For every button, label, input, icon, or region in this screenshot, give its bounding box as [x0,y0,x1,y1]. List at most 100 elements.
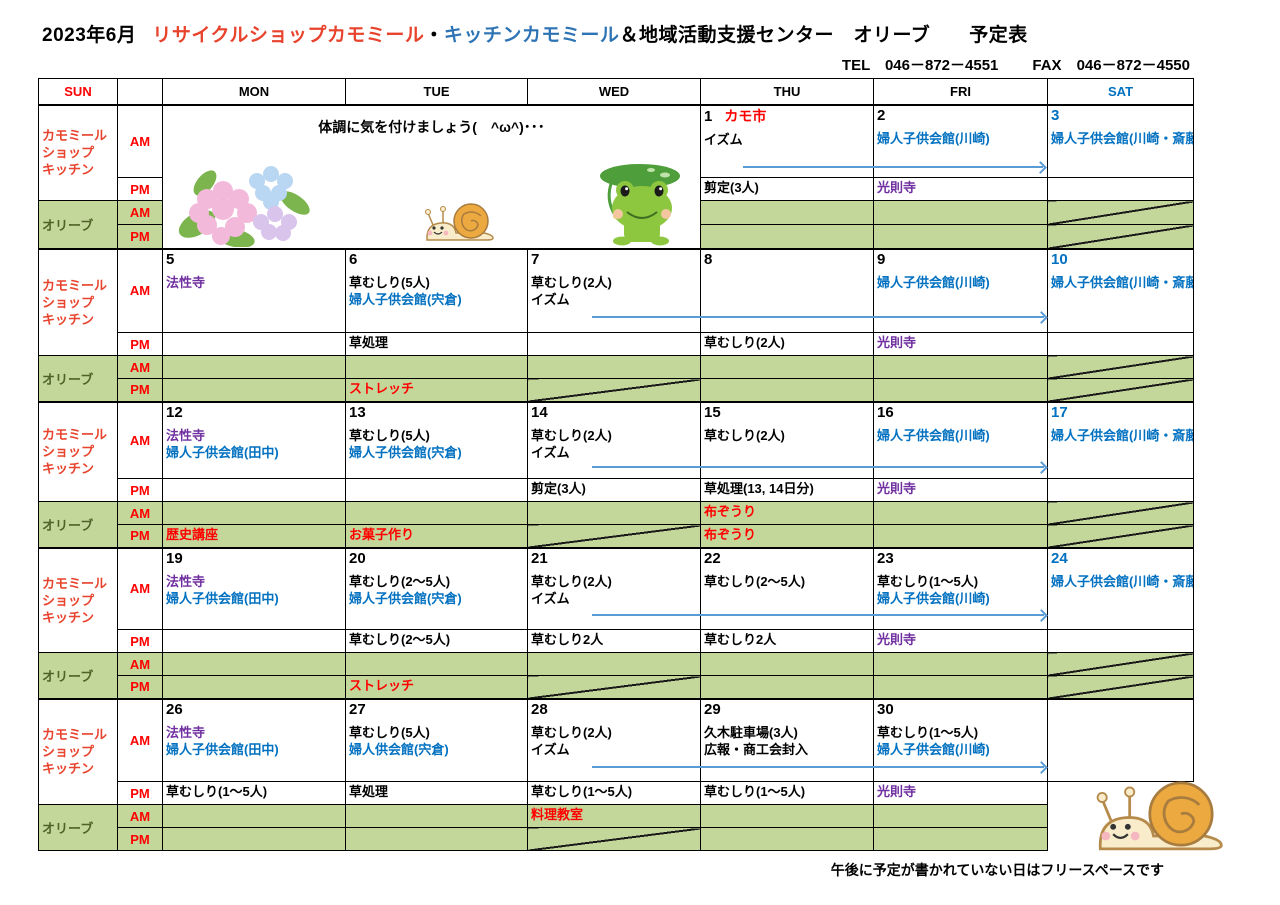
day-19-pm-cell [162,629,346,653]
header-mon: MON [162,78,346,105]
schedule-arrow [592,316,1044,318]
schedule-arrow [592,466,1044,468]
week-pm-row: PM 剪定(3人) 光則寺 [39,177,1194,201]
day-29-pm-cell: 草むしり(1～5人) [700,781,874,805]
olive-am-label: AM [117,804,163,828]
day-17-am-cell: 17 婦人子供会館(川崎・斎藤) [1047,400,1194,479]
day-1-oam-cell [700,200,874,225]
day-28-pm-cell: 草むしり(1～5人) [527,781,701,805]
health-message: 体調に気を付けましょう( ^ω^)･･･ [318,118,545,135]
section-label-chamomile: カモミール ショップ キッチン [38,546,118,653]
title-recycle-shop-name: リサイクルショップカモミール [152,25,425,46]
day-22-oam-cell [700,652,874,676]
day-13-opm-cell: お菓子作り [345,524,528,548]
section-label-olive: オリーブ [38,804,118,851]
olive-pm-row: PM 歴史講座 お菓子作り 布ぞうり [39,524,1194,548]
day-2-opm-cell [873,224,1048,249]
day-24-oam-cell [1047,652,1194,676]
schedule-arrow [592,614,1044,616]
day-22-am-cell: 22 草むしり(2～5人) [700,546,874,630]
page-title: 2023年6月 リサイクルショップカモミール・キッチンカモミール＆地域活動支援セン… [42,20,1028,47]
day-30-oam-cell [873,804,1048,828]
day-20-am-cell: 20 草むしり(2～5人) 婦人子供会館(宍倉) [345,546,528,630]
day-20-oam-cell [345,652,528,676]
olive-pm-row: PM [39,827,1194,851]
day-19-opm-cell [162,675,346,699]
day-16-oam-cell [873,501,1048,525]
olive-pm-row: PM ストレッチ [39,378,1194,402]
shop-am-label: AM [117,400,163,479]
day-3-oam-cell [1047,200,1194,225]
day-12-am-cell: 12 法性寺 婦人子供会館(田中) [162,400,346,479]
week-am-row: カモミール ショップ キッチン AM 19 法性寺 婦人子供会館(田中) 20 草むしり(2～5… [38,546,1194,653]
day-9-pm-cell: 光則寺 [873,332,1048,356]
day-21-opm-cell [527,675,701,699]
shop-pm-label: PM [117,177,163,201]
day-7-opm-cell [527,378,701,402]
day-30-am-cell: 30 草むしり(1～5人) 婦人子供会館(川崎) [873,697,1048,782]
olive-am-row: オリーブ AM [38,200,1194,249]
day-19-oam-cell [162,652,346,676]
contact-line: TEL 046－872－4551 FAX 046－872－4550 [842,54,1190,75]
title-month: 2023年6月 [42,25,137,46]
header-spacer [117,78,163,105]
day-8-pm-cell: 草むしり(2人) [700,332,874,356]
day-9-opm-cell [873,378,1048,402]
header-thu: THU [700,78,874,105]
schedule-table: SUN MON TUE WED THU FRI SAT カモミール ショップ キッチン AM 体調に気… [38,78,1194,851]
day-7-oam-cell [527,355,701,379]
olive-am-row: オリーブ AM 布ぞうり [38,501,1194,548]
day-28-am-cell: 28 草むしり(2人) イズム [527,697,701,782]
day-23-pm-cell: 光則寺 [873,629,1048,653]
week-pm-row: PM 剪定(3人) 草処理(13, 14日分) 光則寺 [39,478,1194,502]
day-20-opm-cell: ストレッチ [345,675,528,699]
day-1-pm-cell: 剪定(3人) [700,177,874,201]
day-17-opm-cell [1047,524,1194,548]
shop-pm-label: PM [117,781,163,805]
day-19-am-cell: 19 法性寺 婦人子供会館(田中) [162,546,346,630]
fax-number: FAX 046－872－4550 [1032,57,1190,74]
olive-am-row: オリーブ AM [38,355,1194,402]
header-tue: TUE [345,78,528,105]
day-24-pm-cell [1047,629,1194,653]
day-13-pm-cell [345,478,528,502]
snail-illustration [1096,781,1223,851]
shop-am-label: AM [117,103,163,178]
olive-pm-label: PM [117,378,163,402]
day-12-pm-cell [162,478,346,502]
day-29-oam-cell [700,804,874,828]
week-am-row: カモミール ショップ キッチン AM 5 法性寺 6 草むしり(5人) 婦人子供会館(宍倉) 7 草… [38,247,1194,356]
olive-pm-row: PM [39,224,1194,249]
shop-am-label: AM [117,546,163,630]
section-label-olive: オリーブ [38,652,118,699]
day-6-oam-cell [345,355,528,379]
day-10-pm-cell [1047,332,1194,356]
day-9-oam-cell [873,355,1048,379]
section-label-olive: オリーブ [38,501,118,548]
shop-am-label: AM [117,697,163,782]
header-wed: WED [527,78,701,105]
olive-pm-label: PM [117,524,163,548]
day-28-oam-cell: 料理教室 [527,804,701,828]
section-label-chamomile: カモミール ショップ キッチン [38,697,118,805]
day-16-opm-cell [873,524,1048,548]
day-30-opm-cell [873,827,1048,851]
day-7-am-cell: 7 草むしり(2人) イズム [527,247,701,333]
day-5-oam-cell [162,355,346,379]
olive-pm-label: PM [117,224,163,249]
day-27-opm-cell [345,827,528,851]
tel-number: TEL 046－872－4551 [841,57,999,74]
olive-pm-label: PM [117,675,163,699]
day-6-pm-cell: 草処理 [345,332,528,356]
day-20-pm-cell: 草むしり(2～5人) [345,629,528,653]
day-6-am-cell: 6 草むしり(5人) 婦人子供会館(宍倉) [345,247,528,333]
day-13-am-cell: 13 草むしり(5人) 婦人子供会館(宍倉) [345,400,528,479]
olive-pm-label: PM [117,827,163,851]
week-am-row: カモミール ショップ キッチン AM 26 法性寺 婦人子供会館(田中) 27 草むしり(5人)… [38,697,1194,805]
day-29-opm-cell [700,827,874,851]
olive-am-label: AM [117,355,163,379]
day-27-am-cell: 27 草むしり(5人) 婦人供会館(宍倉) [345,697,528,782]
header-sun: SUN [38,78,118,105]
day-3-pm-cell [1047,177,1194,201]
day-8-am-cell: 8 [700,247,874,333]
